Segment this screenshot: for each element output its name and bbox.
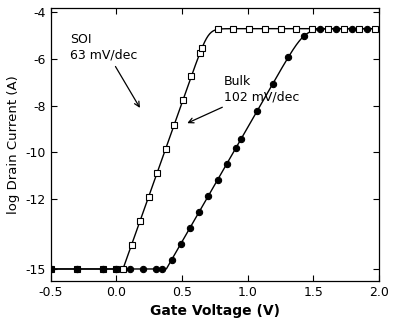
Y-axis label: log Drain Current (A): log Drain Current (A) — [7, 75, 20, 214]
X-axis label: Gate Voltage (V): Gate Voltage (V) — [150, 304, 280, 318]
Text: Bulk
102 mV/dec: Bulk 102 mV/dec — [188, 75, 299, 123]
Text: SOI
63 mV/dec: SOI 63 mV/dec — [70, 33, 139, 107]
